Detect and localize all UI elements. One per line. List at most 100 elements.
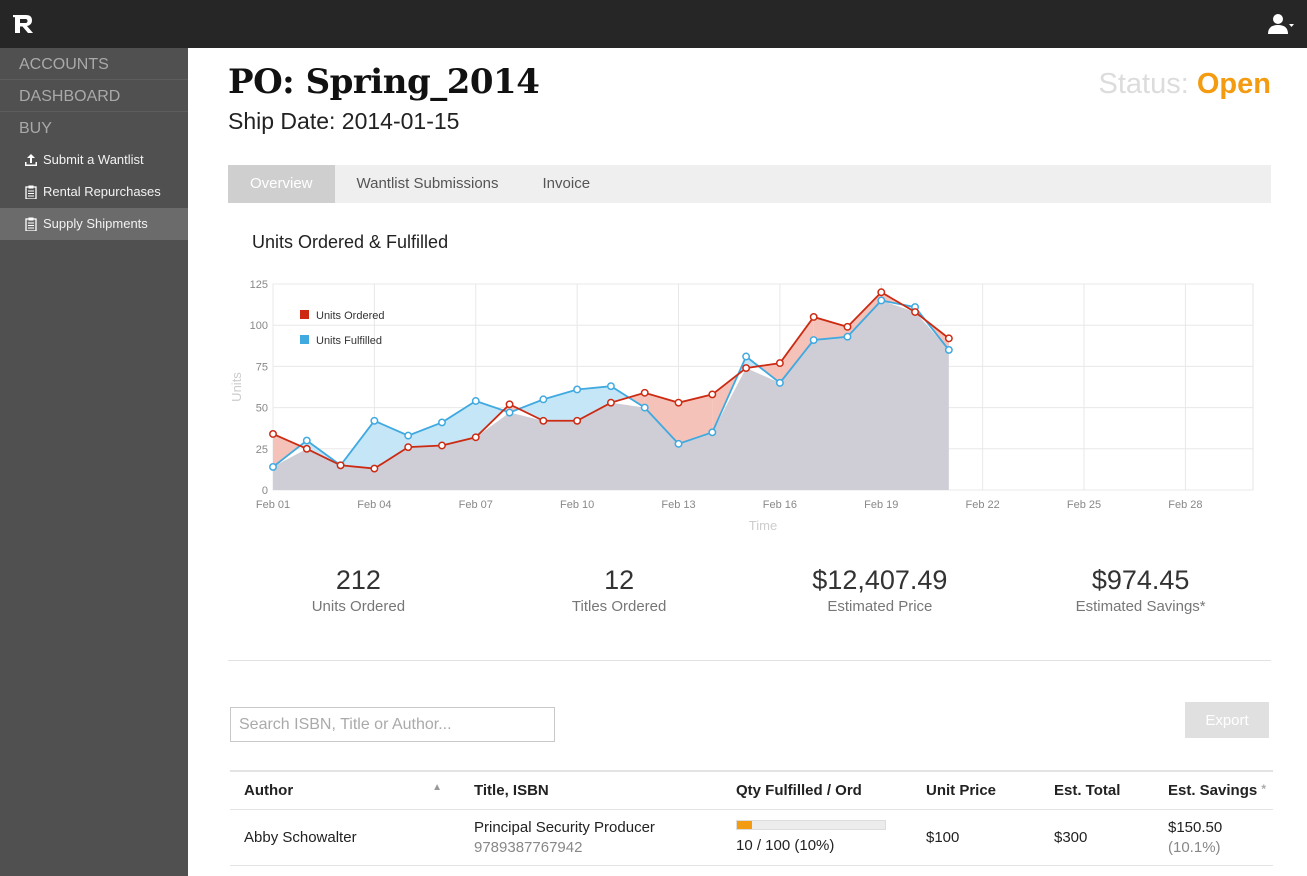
units-ordered-point (608, 399, 614, 405)
cell-qty: 10 / 100 (10%) (722, 809, 912, 865)
column-header-unit-price[interactable]: Unit Price (912, 771, 1040, 809)
column-header-est-total[interactable]: Est. Total (1040, 771, 1154, 809)
y-axis-title: Units (229, 372, 244, 402)
units-fulfilled-point (270, 464, 276, 470)
units-ordered-point (304, 446, 310, 452)
x-axis-title: Time (749, 518, 777, 533)
clipboard-icon (24, 185, 38, 199)
sidebar-item-dashboard[interactable]: DASHBOARD (0, 80, 188, 112)
tab-wantlist-submissions[interactable]: Wantlist Submissions (335, 165, 521, 203)
page-title: PO: Spring_2014 (228, 62, 539, 102)
sidebar-item-label: Supply Shipments (43, 208, 148, 240)
x-tick-label: Feb 07 (459, 499, 493, 511)
table-row[interactable]: Abby Schowalter Principal Security Produ… (230, 809, 1273, 865)
qty-text: 10 / 100 (10%) (736, 837, 912, 854)
cell-title-isbn: Principal Security Producer 978938776794… (460, 809, 722, 865)
column-header-author[interactable]: Author ▲ (230, 771, 460, 809)
y-tick-label: 75 (256, 361, 268, 373)
units-chart: 0 25 50 75 100 125 Feb 01 Feb 04 Feb 07 Feb 10 Feb… (228, 270, 1271, 540)
stat-value: 12 (489, 564, 750, 596)
table-header-row: Author ▲ Title, ISBN Qty Fulfilled / Ord … (230, 771, 1273, 809)
x-tick-label: Feb 10 (560, 499, 594, 511)
sidebar-item-supply-shipments[interactable]: Supply Shipments (0, 208, 188, 240)
column-header-label: Author (244, 782, 293, 799)
units-fulfilled-point (540, 396, 546, 402)
stats-row: 212 Units Ordered 12 Titles Ordered $12,… (228, 564, 1271, 644)
stat-value: $12,407.49 (750, 564, 1011, 596)
savings-value: $150.50 (1168, 819, 1273, 836)
sidebar-item-rental-repurchases[interactable]: Rental Repurchases (0, 176, 188, 208)
stat-label: Titles Ordered (489, 598, 750, 615)
rx-logo-icon[interactable] (12, 12, 36, 36)
units-ordered-point (371, 465, 377, 471)
tab-overview[interactable]: Overview (228, 165, 335, 203)
x-tick-label: Feb 13 (661, 499, 695, 511)
asterisk-icon: * (1261, 782, 1266, 796)
sidebar-item-label: Rental Repurchases (43, 176, 161, 208)
search-input[interactable] (230, 707, 555, 742)
stat-label: Estimated Savings* (1010, 598, 1271, 615)
x-tick-label: Feb 25 (1067, 499, 1101, 511)
clipboard-icon (24, 217, 38, 231)
units-ordered-point (506, 401, 512, 407)
divider (228, 660, 1271, 661)
units-fulfilled-point (473, 398, 479, 404)
x-tick-label: Feb 01 (256, 499, 290, 511)
units-fulfilled-point (844, 334, 850, 340)
chart-title: Units Ordered & Fulfilled (252, 232, 448, 253)
y-tick-label: 50 (256, 403, 268, 415)
y-tick-label: 0 (262, 485, 268, 497)
book-title: Principal Security Producer (474, 819, 722, 836)
status-badge: Status: Open (1099, 68, 1271, 101)
stat-units-ordered: 212 Units Ordered (228, 564, 489, 644)
cell-est-savings: $150.50 (10.1%) (1154, 809, 1273, 865)
column-header-est-savings[interactable]: Est. Savings * (1154, 771, 1273, 809)
column-header-title[interactable]: Title, ISBN (460, 771, 722, 809)
main-content: PO: Spring_2014 Ship Date: 2014-01-15 St… (228, 48, 1271, 876)
user-icon[interactable] (1267, 13, 1295, 35)
units-ordered-point (675, 399, 681, 405)
cell-unit-price: $100 (912, 809, 1040, 865)
stat-label: Units Ordered (228, 598, 489, 615)
units-fulfilled-point (574, 386, 580, 392)
tab-invoice[interactable]: Invoice (521, 165, 613, 203)
qty-progress-fill (737, 821, 752, 829)
status-value: Open (1197, 68, 1271, 100)
sidebar-item-buy[interactable]: BUY (0, 112, 188, 144)
sidebar-item-accounts[interactable]: ACCOUNTS (0, 48, 188, 80)
stat-value: $974.45 (1010, 564, 1271, 596)
x-tick-label: Feb 19 (864, 499, 898, 511)
units-fulfilled-point (675, 441, 681, 447)
stat-estimated-savings: $974.45 Estimated Savings* (1010, 564, 1271, 644)
units-ordered-point (810, 314, 816, 320)
units-ordered-point (473, 434, 479, 440)
x-tick-label: Feb 04 (357, 499, 391, 511)
legend-label: Units Ordered (316, 310, 384, 322)
status-label: Status: (1099, 68, 1189, 100)
top-bar (0, 0, 1307, 48)
units-ordered-point (574, 418, 580, 424)
x-tick-label: Feb 28 (1168, 499, 1202, 511)
column-header-qty[interactable]: Qty Fulfilled / Ord (722, 771, 912, 809)
y-tick-label: 125 (250, 279, 268, 291)
units-ordered-point (405, 444, 411, 450)
book-isbn: 9789387767942 (474, 839, 722, 856)
x-tick-label: Feb 16 (763, 499, 797, 511)
units-fulfilled-point (439, 419, 445, 425)
stat-estimated-price: $12,407.49 Estimated Price (750, 564, 1011, 644)
units-fulfilled-point (743, 353, 749, 359)
units-ordered-point (642, 390, 648, 396)
units-ordered-point (709, 391, 715, 397)
units-ordered-point (337, 462, 343, 468)
export-button[interactable]: Export (1185, 702, 1269, 738)
units-ordered-point (743, 365, 749, 371)
ship-date: Ship Date: 2014-01-15 (228, 108, 459, 135)
stat-label: Estimated Price (750, 598, 1011, 615)
tab-bar: Overview Wantlist Submissions Invoice (228, 165, 1271, 203)
x-tick-label: Feb 22 (966, 499, 1000, 511)
stat-titles-ordered: 12 Titles Ordered (489, 564, 750, 644)
sidebar-item-label: Submit a Wantlist (43, 144, 144, 176)
sort-ascending-icon[interactable]: ▲ (432, 782, 442, 793)
units-ordered-point (844, 324, 850, 330)
sidebar-item-submit-wantlist[interactable]: Submit a Wantlist (0, 144, 188, 176)
